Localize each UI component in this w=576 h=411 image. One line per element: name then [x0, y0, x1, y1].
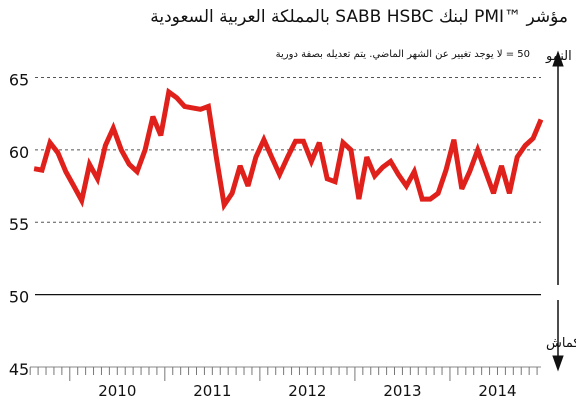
x-tick-label: 2013	[383, 382, 421, 400]
pmi-line	[33, 87, 544, 212]
x-tick-label: 2012	[288, 382, 326, 400]
y-tick-label: 65	[9, 70, 29, 89]
x-tick-label: 2010	[98, 382, 136, 400]
y-tick-label: 45	[9, 360, 29, 379]
growth-label: معدل الزيادة في النمو	[545, 49, 576, 64]
chart-subtitle: 50 = لا يوجد تغيير عن الشهر الماضي. يتم …	[276, 49, 530, 60]
chart-title: مؤشر ™PMI لبنك SABB HSBC بالمملكة العربي…	[150, 7, 568, 27]
y-tick-label: 50	[9, 288, 29, 307]
arrows	[552, 50, 564, 372]
x-tick-label: 2014	[478, 382, 516, 400]
down-arrow-head	[552, 355, 564, 372]
y-tick-label: 55	[9, 215, 29, 234]
x-tick-label: 2011	[193, 382, 231, 400]
contraction-label: معدل الزيادة في الانكماش	[546, 336, 576, 351]
up-arrow-head	[552, 50, 564, 67]
y-tick-label: 60	[9, 143, 29, 162]
